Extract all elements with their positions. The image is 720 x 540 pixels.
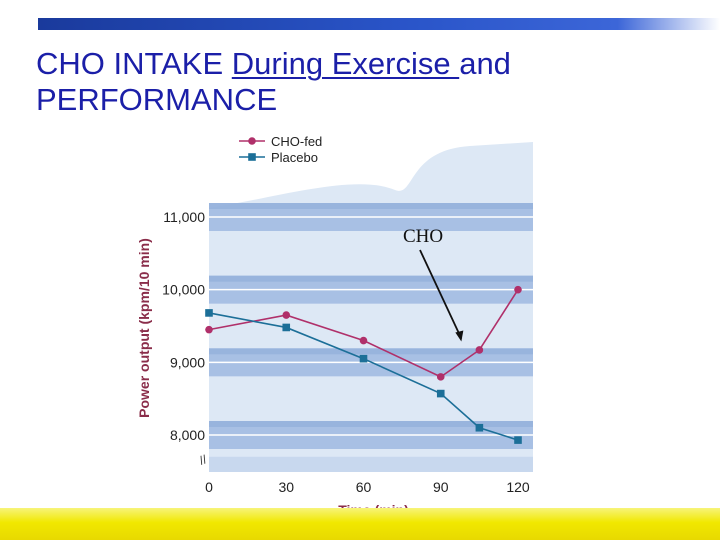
y-tick-label: 8,000 — [170, 427, 205, 443]
x-tick-label: 90 — [433, 479, 449, 495]
footer-accent-bar — [0, 508, 720, 540]
plot-band-edge — [209, 203, 533, 209]
data-point-cho-fed — [475, 346, 484, 354]
series-line-placebo — [208, 312, 519, 441]
data-point-cho-fed — [205, 325, 213, 334]
data-point-placebo — [514, 436, 522, 444]
legend-marker-cho-fed — [248, 137, 256, 145]
axis-break-mark: // — [197, 452, 209, 468]
title-line-2: PERFORMANCE — [36, 82, 278, 117]
x-tick-label: 60 — [356, 479, 372, 495]
x-tick-label: 0 — [205, 479, 213, 495]
annotation-arrow-line — [419, 249, 463, 339]
data-point-cho-fed — [282, 311, 291, 319]
legend-label: Placebo — [271, 150, 318, 165]
title-accent-bar — [38, 18, 720, 30]
data-point-placebo — [475, 423, 484, 432]
data-point-placebo — [436, 389, 445, 398]
data-point-placebo — [359, 354, 368, 363]
plot-bottom-band — [209, 456, 533, 472]
annotation-label: CHO — [403, 226, 443, 247]
slide-title: CHO INTAKE During Exercise and PERFORMAN… — [36, 46, 676, 118]
y-tick-label: 9,000 — [170, 354, 205, 370]
data-point-placebo — [205, 309, 213, 317]
title-underlined-part: During Exercise — [231, 46, 460, 81]
x-tick-label: 120 — [506, 479, 530, 495]
y-tick-label: 10,000 — [162, 282, 205, 298]
data-point-cho-fed — [359, 336, 368, 345]
x-tick-label: 30 — [278, 479, 294, 495]
legend-marker-placebo — [248, 153, 256, 161]
plot-band-edge — [209, 275, 533, 282]
annotation-arrow-head — [455, 330, 464, 342]
plot-band-edge — [209, 421, 533, 427]
plot-band-edge — [209, 348, 533, 355]
y-tick-label: 11,000 — [163, 209, 205, 225]
title-part-3: and — [459, 46, 511, 81]
y-axis-label: Power output (kpm/10 min) — [136, 238, 152, 418]
data-point-cho-fed — [436, 373, 445, 381]
legend-label: CHO-fed — [271, 134, 322, 149]
title-part-1: CHO INTAKE — [36, 46, 232, 81]
series-line-cho-fed — [208, 289, 519, 378]
data-point-cho-fed — [514, 285, 522, 294]
data-point-placebo — [282, 323, 291, 332]
